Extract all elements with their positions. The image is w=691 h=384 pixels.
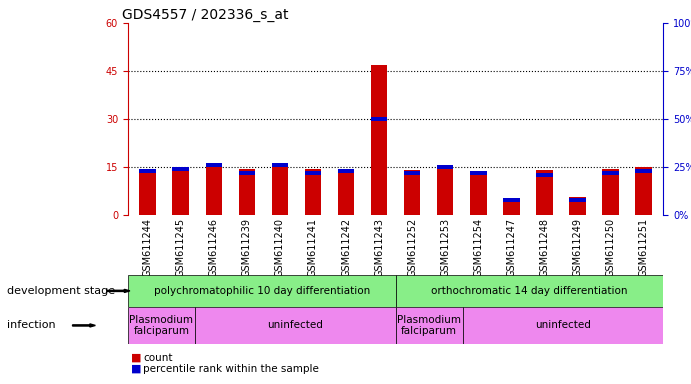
Text: uninfected: uninfected <box>535 320 591 331</box>
Bar <box>395 275 663 307</box>
Bar <box>635 167 652 215</box>
Text: GSM611239: GSM611239 <box>242 218 252 277</box>
Text: GSM611247: GSM611247 <box>507 218 516 277</box>
Text: GSM611245: GSM611245 <box>176 218 186 277</box>
Text: GDS4557 / 202336_s_at: GDS4557 / 202336_s_at <box>122 8 289 22</box>
Text: uninfected: uninfected <box>267 320 323 331</box>
Bar <box>395 307 462 344</box>
Bar <box>128 275 395 307</box>
Bar <box>205 163 222 167</box>
Bar <box>305 171 321 175</box>
Bar <box>602 171 618 175</box>
Bar <box>371 65 388 215</box>
Bar <box>536 170 553 215</box>
Bar <box>470 171 486 175</box>
Bar <box>338 169 354 215</box>
Bar <box>238 169 255 215</box>
Text: ■: ■ <box>131 364 142 374</box>
Bar <box>272 164 288 215</box>
Text: Plasmodium
falciparum: Plasmodium falciparum <box>129 314 193 336</box>
Bar <box>536 173 553 177</box>
Bar <box>503 198 520 202</box>
Text: GSM611242: GSM611242 <box>341 218 351 277</box>
Bar <box>128 307 195 344</box>
Bar <box>238 171 255 175</box>
Bar <box>173 167 189 171</box>
Text: polychromatophilic 10 day differentiation: polychromatophilic 10 day differentiatio… <box>153 286 370 296</box>
Text: Plasmodium
falciparum: Plasmodium falciparum <box>397 314 461 336</box>
Text: GSM611249: GSM611249 <box>572 218 583 277</box>
Bar <box>503 199 520 215</box>
Text: GSM611248: GSM611248 <box>540 218 549 277</box>
Bar <box>404 170 420 215</box>
Bar <box>437 165 453 169</box>
Bar <box>195 307 395 344</box>
Text: percentile rank within the sample: percentile rank within the sample <box>143 364 319 374</box>
Text: infection: infection <box>7 320 55 331</box>
Text: orthochromatic 14 day differentiation: orthochromatic 14 day differentiation <box>431 286 627 296</box>
Bar <box>272 163 288 167</box>
Bar <box>305 169 321 215</box>
Text: GSM611254: GSM611254 <box>473 218 483 277</box>
Text: ■: ■ <box>131 353 142 363</box>
Text: GSM611241: GSM611241 <box>308 218 318 277</box>
Bar <box>602 169 618 215</box>
Bar <box>205 164 222 215</box>
Bar <box>569 198 586 202</box>
Bar <box>470 172 486 215</box>
Text: GSM611240: GSM611240 <box>275 218 285 277</box>
Bar <box>140 169 156 215</box>
Text: GSM611253: GSM611253 <box>440 218 450 277</box>
Bar <box>437 167 453 215</box>
Bar <box>338 169 354 173</box>
Bar <box>569 197 586 215</box>
Text: count: count <box>143 353 173 363</box>
Bar <box>371 117 388 121</box>
Text: GSM611251: GSM611251 <box>638 218 649 277</box>
Bar <box>462 307 663 344</box>
Bar <box>404 171 420 175</box>
Text: development stage: development stage <box>7 286 115 296</box>
Text: GSM611243: GSM611243 <box>374 218 384 277</box>
Bar <box>635 169 652 173</box>
Bar <box>173 169 189 215</box>
Text: GSM611250: GSM611250 <box>605 218 616 277</box>
Bar <box>140 169 156 173</box>
Text: GSM611246: GSM611246 <box>209 218 219 277</box>
Text: GSM611244: GSM611244 <box>142 218 153 277</box>
Text: GSM611252: GSM611252 <box>407 218 417 277</box>
